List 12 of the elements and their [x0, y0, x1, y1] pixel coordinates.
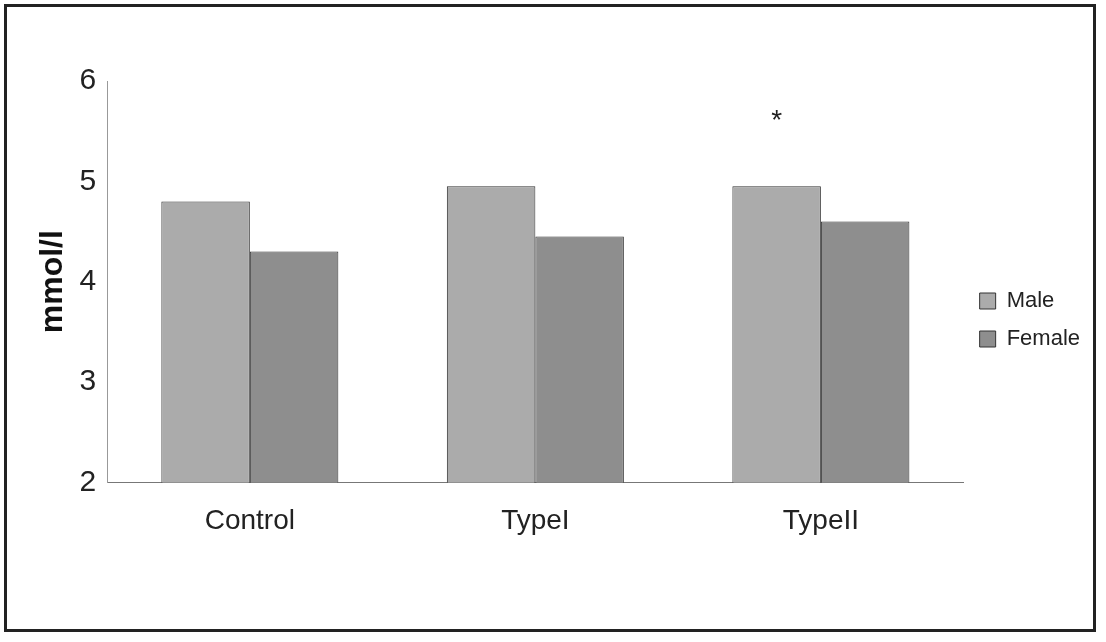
y-tick-label: 6	[79, 62, 97, 96]
y-tick-label: 2	[79, 463, 97, 497]
x-tick-label: TypeI	[501, 503, 570, 535]
annotation: *	[771, 103, 783, 135]
y-tick-label: 4	[79, 262, 97, 296]
y-tick-label: 3	[79, 363, 97, 397]
y-axis-title: mmol/l	[33, 230, 70, 334]
x-tick-label: TypeII	[782, 503, 860, 535]
y-tick-label: 5	[79, 162, 97, 196]
legend-label: Female	[1006, 325, 1080, 351]
x-tick-label: Control	[204, 503, 295, 535]
legend-label: Male	[1006, 287, 1055, 313]
